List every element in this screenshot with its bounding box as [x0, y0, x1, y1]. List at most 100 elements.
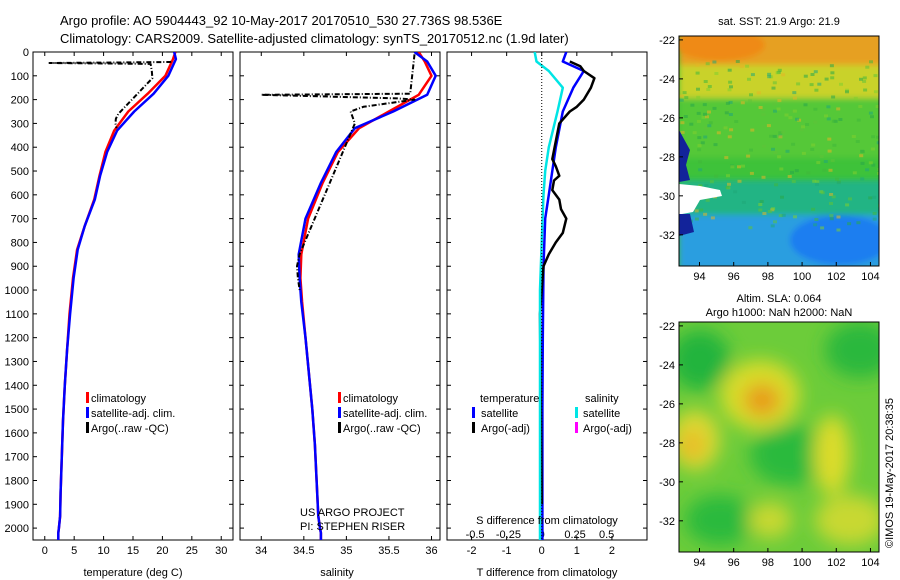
sst-texture-cell	[735, 60, 740, 63]
sst-texture-cell	[728, 113, 733, 116]
map-y-tick-label: -24	[659, 360, 675, 372]
sst-texture-cell	[870, 147, 875, 151]
sst-texture-cell	[836, 181, 841, 185]
temperature-xlabel: temperature (deg C)	[83, 567, 182, 579]
depth-tick-label: 100	[11, 71, 29, 83]
x-tick-label: 36	[425, 545, 437, 557]
sst-texture-cell	[791, 142, 796, 146]
map-x-tick-label: 96	[728, 271, 740, 283]
x-tick-label: 34.5	[293, 545, 314, 557]
map-x-tick-label: 100	[793, 557, 811, 569]
sla-yellow-patch	[814, 415, 850, 495]
sst-texture-cell	[869, 60, 873, 64]
depth-tick-label: 1800	[5, 475, 29, 487]
legend-label-temp-satellite: satellite	[481, 408, 518, 420]
sst-texture-cell	[828, 168, 833, 172]
x-tick-label: 0	[539, 545, 545, 557]
sst-texture-cell	[714, 72, 719, 75]
legend-label-argo: Argo(..raw -QC)	[91, 423, 169, 435]
sst-texture-cell	[831, 95, 836, 99]
legend-swatch-sal-satellite	[575, 407, 578, 418]
sla-green-patch	[750, 425, 830, 485]
sst-texture-cell	[749, 93, 753, 97]
sst-texture-cell	[794, 169, 799, 173]
sst-texture-cell	[777, 155, 782, 159]
sst-texture-cell	[868, 161, 873, 165]
sst-texture-cell	[795, 117, 799, 121]
legend-swatch-argo	[338, 422, 341, 433]
sst-texture-cell	[758, 203, 763, 206]
legend-swatch-temp-satellite	[472, 407, 475, 418]
sst-texture-cell	[861, 150, 865, 154]
sst-texture-cell	[876, 141, 879, 145]
x-tick-label: 15	[127, 545, 139, 557]
x-tick-label: 10	[97, 545, 109, 557]
sst-texture-cell	[767, 210, 772, 213]
sst-texture-cell	[822, 168, 827, 172]
sst-texture-cell	[703, 80, 708, 83]
x-tick-label: 34	[255, 545, 267, 557]
legend-label-climatology: climatology	[343, 393, 399, 405]
sla-green-patch	[825, 322, 879, 378]
legend-label-sal-argo: Argo(-adj)	[583, 423, 632, 435]
sla-map-title-line2: Argo h1000: NaN h2000: NaN	[706, 307, 853, 319]
sst-texture-cell	[684, 96, 689, 100]
sst-texture-cell	[792, 96, 797, 100]
sst-texture-cell	[703, 112, 707, 116]
sst-texture-cell	[761, 108, 766, 112]
sst-texture-cell	[781, 73, 786, 77]
sst-texture-cell	[812, 179, 817, 183]
sst-texture-cell	[813, 107, 818, 111]
sst-texture-cell	[694, 209, 699, 213]
sst-texture-cell	[829, 217, 834, 221]
sst-texture-cell	[817, 82, 822, 86]
sst-texture-cell	[784, 113, 789, 117]
project-line1: US ARGO PROJECT	[300, 507, 405, 519]
map-y-tick-label: -24	[659, 74, 675, 86]
map-x-tick-label: 94	[693, 557, 705, 569]
sst-texture-cell	[777, 68, 782, 72]
sst-texture-cell	[838, 118, 843, 121]
x-tick-label: 0	[42, 545, 48, 557]
sst-texture-cell	[872, 211, 877, 215]
sst-texture-cell	[809, 83, 814, 87]
sst-texture-cell	[776, 107, 781, 111]
legend-label-argo: Argo(..raw -QC)	[343, 423, 421, 435]
sst-texture-cell	[727, 88, 732, 92]
sst-texture-cell	[803, 74, 808, 78]
sst-texture-cell	[819, 155, 824, 158]
sst-texture-cell	[845, 88, 850, 92]
sst-texture-cell	[712, 106, 717, 110]
sst-texture-cell	[707, 85, 712, 88]
sst-texture-cell	[727, 135, 732, 139]
temperature-legend: climatology satellite-adj. clim. Argo(..…	[86, 392, 175, 435]
sst-texture-cell	[826, 117, 831, 121]
sst-texture-cell	[690, 103, 695, 107]
sst-texture-cell	[716, 131, 721, 135]
map-x-tick-label: 104	[861, 271, 879, 283]
sst-texture-cell	[872, 217, 877, 221]
sla-map	[679, 322, 879, 552]
sst-texture-cell	[877, 172, 879, 175]
map-x-tick-label: 94	[693, 271, 705, 283]
top-x-tick-label: 0.25	[564, 529, 585, 541]
sst-texture-cell	[727, 182, 731, 186]
sst-texture-cell	[761, 113, 766, 117]
x-tick-label: 1	[574, 545, 580, 557]
sst-texture-cell	[741, 164, 745, 168]
sla-yellow-patch	[748, 502, 792, 538]
depth-tick-label: 1900	[5, 499, 29, 511]
sst-texture-cell	[772, 134, 777, 138]
sla-map-axes: 94 96 98 100 102 104 -22 -24 -26 -28 -30 -32	[659, 321, 880, 569]
sst-texture-cell	[741, 200, 746, 204]
sst-texture-cell	[829, 214, 834, 218]
depth-tick-label: 2000	[5, 523, 29, 535]
series-line-satellite-adj-clim-	[57, 52, 178, 540]
temperature-panel	[32, 51, 234, 541]
sst-texture-cell	[700, 141, 705, 145]
sst-texture-cell	[705, 115, 709, 119]
sst-texture-cell	[771, 86, 776, 90]
sst-texture-cell	[737, 165, 741, 169]
sst-texture-cell	[814, 88, 819, 92]
sst-texture-cell	[704, 183, 709, 187]
